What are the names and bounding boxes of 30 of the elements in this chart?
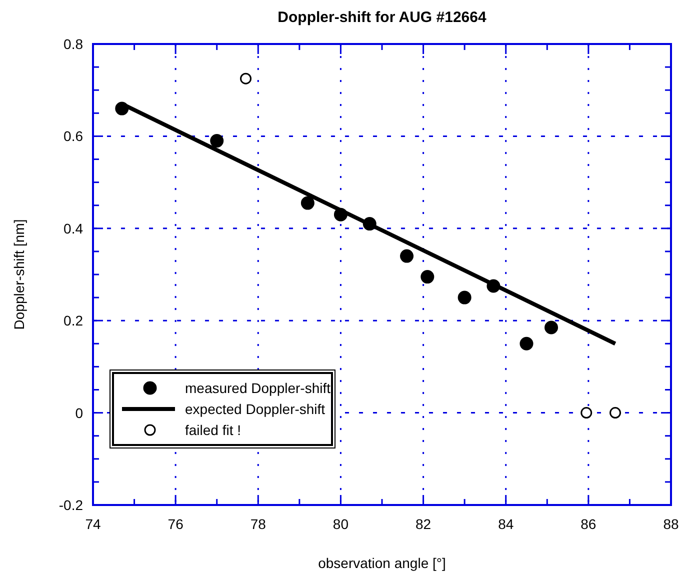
y-tick-label: 0.8 [64,36,84,52]
legend-label: expected Doppler-shift [185,401,326,417]
x-tick-label: 88 [663,516,679,532]
y-axis-title: Doppler-shift [nm] [11,219,27,330]
x-tick-label: 80 [332,516,349,532]
x-tick-label: 84 [498,516,514,532]
legend-label: measured Doppler-shift [185,380,331,396]
chart-title: Doppler-shift for AUG #12664 [278,9,487,26]
y-tick-label: -0.2 [58,497,84,513]
point [520,336,534,350]
point [420,270,434,284]
point [544,320,558,334]
point [300,196,314,210]
y-tick-label: 0 [75,404,84,421]
point [458,290,472,304]
point [240,72,252,84]
point [610,407,622,419]
point [400,249,414,263]
y-tick-label: 0.6 [64,128,84,144]
point [210,134,224,148]
x-tick-label: 82 [415,516,432,532]
x-tick-label: 76 [168,516,184,532]
legend-label: failed fit ! [185,422,242,438]
x-tick-label: 74 [85,516,101,532]
x-tick-label: 78 [250,516,266,532]
x-tick-label: 86 [580,516,596,532]
point [580,407,592,419]
x-axis-title: observation angle [°] [318,555,446,571]
y-tick-label: 0.4 [64,220,84,236]
y-tick-label: 0.2 [64,312,84,329]
